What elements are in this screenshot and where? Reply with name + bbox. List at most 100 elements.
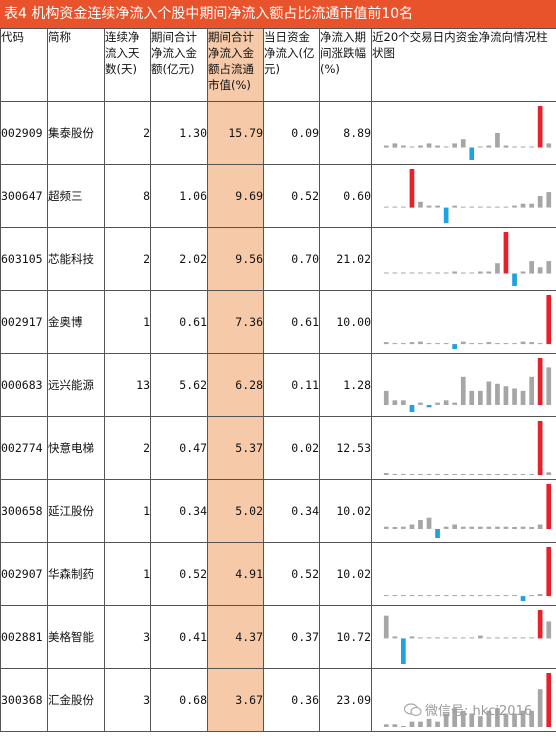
flow-bar <box>460 139 466 148</box>
flow-bar <box>409 721 415 727</box>
flow-bar <box>512 343 517 345</box>
flow-bar <box>460 206 466 208</box>
flow-bar <box>383 272 389 274</box>
flow-bar <box>418 402 423 405</box>
flow-bar <box>495 637 500 639</box>
row-days: 2 <box>104 227 151 291</box>
flow-bar <box>495 263 500 274</box>
flow-bar <box>529 203 534 208</box>
flow-bar <box>529 595 534 597</box>
flow-bar <box>452 344 457 349</box>
row-code: 000683 <box>0 353 48 417</box>
flow-bar <box>409 169 415 208</box>
flow-bar <box>537 524 543 529</box>
flow-bar <box>409 636 415 639</box>
flow-bar <box>503 637 509 639</box>
flow-bar <box>401 595 406 597</box>
flow-bar <box>478 390 483 405</box>
flow-bar <box>529 146 534 148</box>
flow-bar <box>392 272 398 274</box>
flow-bar <box>520 146 526 148</box>
row-days: 3 <box>104 668 151 732</box>
flow-bar <box>383 615 389 639</box>
flow-bar <box>409 524 415 529</box>
flow-bar <box>546 621 552 639</box>
flow-bar <box>426 405 432 408</box>
flow-bar <box>452 637 457 639</box>
flow-bar <box>443 343 449 345</box>
flow-bar-chart <box>383 547 552 601</box>
flow-bar <box>460 341 466 345</box>
flow-bar <box>529 527 534 529</box>
flow-bar-chart <box>383 673 552 727</box>
row-change: 21.02 <box>319 227 372 291</box>
flow-bar <box>392 636 398 639</box>
flow-bar <box>529 376 534 405</box>
flow-bar <box>426 637 432 639</box>
flow-bar <box>503 474 509 475</box>
table-row: 000683 远兴能源 13 5.62 6.28 0.11 1.28 <box>0 353 556 417</box>
flow-bar-chart <box>383 358 552 412</box>
row-code: 300658 <box>0 479 48 543</box>
row-days: 13 <box>104 353 151 417</box>
flow-bar <box>469 637 475 639</box>
flow-bar <box>503 595 509 597</box>
flow-bar <box>435 595 440 597</box>
row-code: 002917 <box>0 290 48 354</box>
row-code: 300368 <box>0 668 48 732</box>
row-name: 汇金股份 <box>47 668 105 732</box>
row-today: 0.09 <box>263 101 320 165</box>
row-amount: 1.30 <box>150 101 208 165</box>
row-ratio: 9.56 <box>207 227 264 291</box>
row-amount: 2.02 <box>150 227 208 291</box>
header-name: 简称 <box>47 28 105 102</box>
row-name: 集泰股份 <box>47 101 105 165</box>
flow-bar <box>418 595 423 597</box>
flow-bar <box>460 637 466 639</box>
row-ratio: 5.02 <box>207 479 264 543</box>
row-name: 延江股份 <box>47 479 105 543</box>
flow-bar <box>486 381 492 405</box>
flow-bar <box>443 400 449 405</box>
flow-bar <box>426 718 432 727</box>
flow-bar <box>537 106 543 148</box>
flow-bar <box>401 272 406 274</box>
flow-bar <box>546 673 552 727</box>
flow-bar <box>512 637 517 639</box>
flow-bar <box>426 205 432 208</box>
flow-bar <box>512 273 517 286</box>
flow-bar <box>469 272 475 274</box>
row-flow-chart <box>371 479 556 543</box>
flow-bar <box>392 206 398 208</box>
row-today: 0.61 <box>263 290 320 354</box>
flow-bar <box>452 474 457 475</box>
flow-bar <box>435 529 440 538</box>
flow-bar <box>401 474 406 475</box>
flow-bar <box>495 595 500 597</box>
row-amount: 0.61 <box>150 290 208 354</box>
flow-bar <box>469 474 475 475</box>
row-today: 0.52 <box>263 164 320 228</box>
row-today: 0.11 <box>263 353 320 417</box>
flow-bar <box>486 271 492 274</box>
flow-bar <box>546 484 552 529</box>
row-days: 1 <box>104 542 151 606</box>
flow-bar <box>435 474 440 475</box>
row-name: 金奥博 <box>47 290 105 354</box>
flow-bar <box>401 145 406 148</box>
flow-bar <box>409 595 415 597</box>
flow-bar <box>469 595 475 597</box>
flow-bar <box>469 390 475 405</box>
flow-bar <box>520 526 526 529</box>
flow-bar <box>460 526 466 529</box>
flow-bar <box>426 143 432 148</box>
row-today: 0.34 <box>263 479 320 543</box>
flow-bar <box>520 271 526 274</box>
flow-bar <box>537 267 543 274</box>
flow-bar <box>426 595 432 597</box>
flow-bar <box>460 710 466 727</box>
flow-bar <box>426 517 432 529</box>
flow-bar <box>469 526 475 529</box>
row-today: 0.02 <box>263 416 320 480</box>
flow-bar <box>503 713 509 727</box>
